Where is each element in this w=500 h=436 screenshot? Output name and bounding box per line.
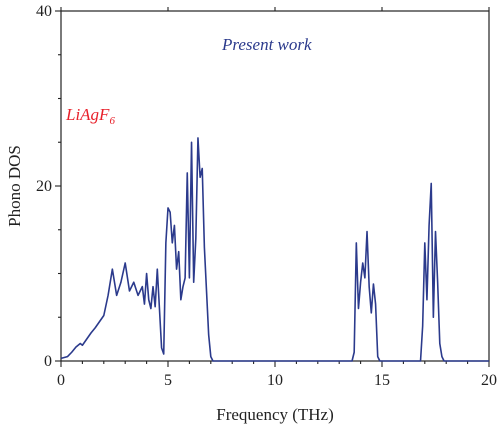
x-tick-label: 0 — [57, 372, 65, 389]
axis-ticks — [55, 7, 490, 367]
plot-frame — [60, 10, 490, 362]
y-axis-title: Phono DOS — [5, 145, 24, 227]
x-tick-label: 15 — [374, 372, 390, 389]
annotation-compound: LiAgF6 — [65, 105, 115, 127]
annotation-present-work: Present work — [221, 35, 312, 54]
x-tick-label: 10 — [267, 372, 283, 389]
annotation-compound-subscript: 6 — [109, 115, 115, 127]
dos-series-line — [60, 137, 489, 362]
y-tick-label: 20 — [36, 178, 52, 195]
plot-border — [60, 10, 490, 362]
x-tick-label: 5 — [164, 372, 172, 389]
y-tick-label: 40 — [36, 3, 52, 20]
annotation-compound-main: LiAgF — [65, 105, 110, 124]
x-tick-label: 20 — [481, 372, 497, 389]
x-axis-title: Frequency (THz) — [216, 405, 334, 424]
y-tick-label: 0 — [44, 353, 52, 370]
tick-labels: 0 5 10 15 20 0 20 40 — [36, 3, 497, 389]
